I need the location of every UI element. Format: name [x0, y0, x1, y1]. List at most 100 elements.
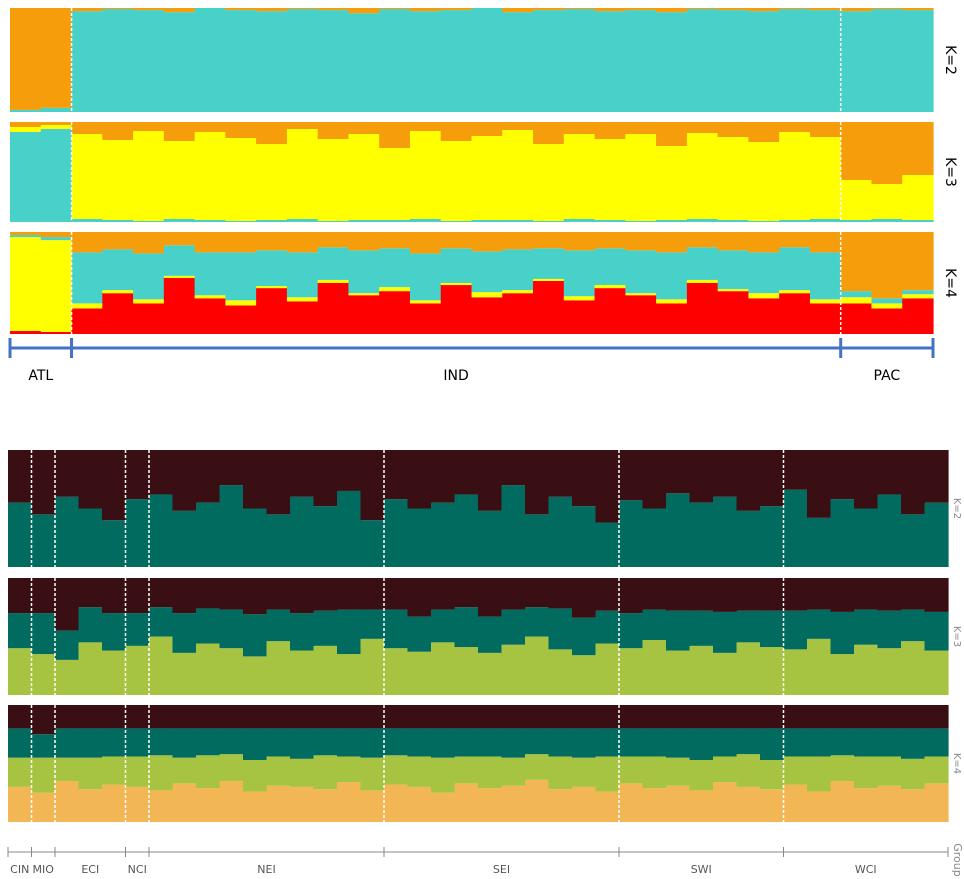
group-label: IND: [443, 368, 468, 384]
admixture-segment: [163, 8, 196, 13]
admixture-segment: [454, 450, 479, 495]
admixture-segment: [625, 8, 657, 11]
admixture-segment: [478, 756, 503, 789]
admixture-segment: [337, 578, 362, 610]
admixture-segment: [163, 12, 196, 112]
admixture-segment: [854, 644, 879, 695]
group-label: CIN: [10, 863, 29, 876]
admixture-segment: [656, 232, 688, 253]
admixture-segment: [286, 129, 319, 219]
group-axis-label: Group: [951, 843, 964, 877]
admixture-segment: [313, 728, 338, 756]
admixture-segment: [102, 293, 134, 334]
admixture-segment: [901, 728, 926, 759]
admixture-segment: [196, 578, 221, 609]
admixture-segment: [225, 8, 257, 11]
admixture-segment: [717, 250, 749, 290]
admixture-segment: [563, 296, 596, 301]
admixture-segment: [619, 756, 644, 784]
admixture-segment: [595, 522, 620, 567]
admixture-segment: [525, 636, 550, 695]
admixture-segment: [736, 510, 761, 567]
admixture-segment: [266, 728, 291, 757]
admixture-segment: [736, 754, 761, 787]
admixture-segment: [440, 10, 473, 112]
admixture-segment: [854, 705, 879, 729]
admixture-segment: [748, 252, 780, 294]
admixture-segment: [102, 140, 134, 220]
admixture-segment: [102, 756, 127, 785]
admixture-segment: [642, 728, 667, 757]
admixture-segment: [149, 755, 174, 791]
admixture-segment: [384, 499, 409, 567]
admixture-segment: [594, 285, 626, 289]
admixture-segment: [748, 232, 780, 253]
admixture-segment: [290, 450, 315, 497]
admixture-segment: [902, 175, 934, 220]
admixture-segment: [440, 285, 473, 334]
admixture-segment: [686, 122, 719, 133]
admixture-segment: [317, 232, 350, 248]
admixture-segment: [924, 611, 949, 651]
admixture-segment: [619, 705, 644, 729]
k-label: K=2: [942, 45, 958, 75]
admixture-segment: [225, 232, 257, 253]
admixture-segment: [290, 786, 315, 822]
admixture-segment: [877, 578, 902, 611]
admixture-segment: [317, 10, 350, 112]
admixture-segment: [172, 613, 197, 653]
admixture-segment: [219, 609, 244, 649]
admixture-segment: [809, 10, 842, 112]
admixture-segment: [901, 578, 926, 610]
admixture-segment: [172, 450, 197, 511]
admixture-segment: [194, 252, 226, 296]
admixture-segment: [71, 252, 103, 304]
admixture-segment: [840, 180, 873, 220]
admixture-segment: [360, 609, 385, 639]
admixture-segment: [901, 514, 926, 567]
admixture-segment: [102, 249, 134, 291]
admixture-segment: [783, 578, 808, 611]
admixture-segment: [172, 578, 197, 614]
admixture-segment: [807, 517, 832, 567]
admixture-segment: [902, 8, 934, 11]
admixture-segment: [163, 232, 196, 246]
admixture-segment: [225, 10, 257, 112]
admixture-segment: [760, 506, 785, 567]
admixture-segment: [196, 728, 221, 756]
admixture-segment: [748, 221, 780, 222]
admixture-segment: [779, 247, 811, 291]
admixture-segment: [783, 489, 808, 567]
admixture-segment: [471, 122, 503, 136]
admixture-segment: [625, 221, 657, 222]
admixture-segment: [407, 651, 432, 695]
admixture-segment: [194, 220, 226, 222]
admixture-segment: [125, 645, 150, 695]
admixture-segment: [689, 578, 714, 611]
admixture-segment: [10, 330, 42, 334]
admixture-segment: [55, 578, 80, 631]
admixture-segment: [149, 578, 174, 608]
k-label: K=2: [951, 498, 962, 519]
admixture-segment: [256, 286, 288, 289]
admixture-segment: [317, 8, 350, 11]
admixture-segment: [656, 220, 688, 222]
admixture-segment: [10, 235, 42, 238]
admixture-segment: [478, 728, 503, 757]
admixture-segment: [563, 300, 596, 334]
admixture-segment: [379, 291, 411, 334]
admixture-segment: [807, 578, 832, 610]
admixture-segment: [313, 506, 338, 567]
group-label: ECI: [81, 863, 99, 876]
admixture-segment: [471, 232, 503, 252]
admixture-segment: [689, 645, 714, 695]
admixture-segment: [572, 617, 597, 656]
admixture-segment: [194, 132, 226, 220]
admixture-segment: [384, 609, 409, 649]
admixture-segment: [666, 705, 691, 729]
admixture-segment: [102, 650, 127, 695]
admixture-segment: [748, 8, 780, 12]
admixture-segment: [102, 8, 134, 10]
admixture-segment: [31, 450, 56, 515]
admixture-segment: [871, 184, 903, 219]
